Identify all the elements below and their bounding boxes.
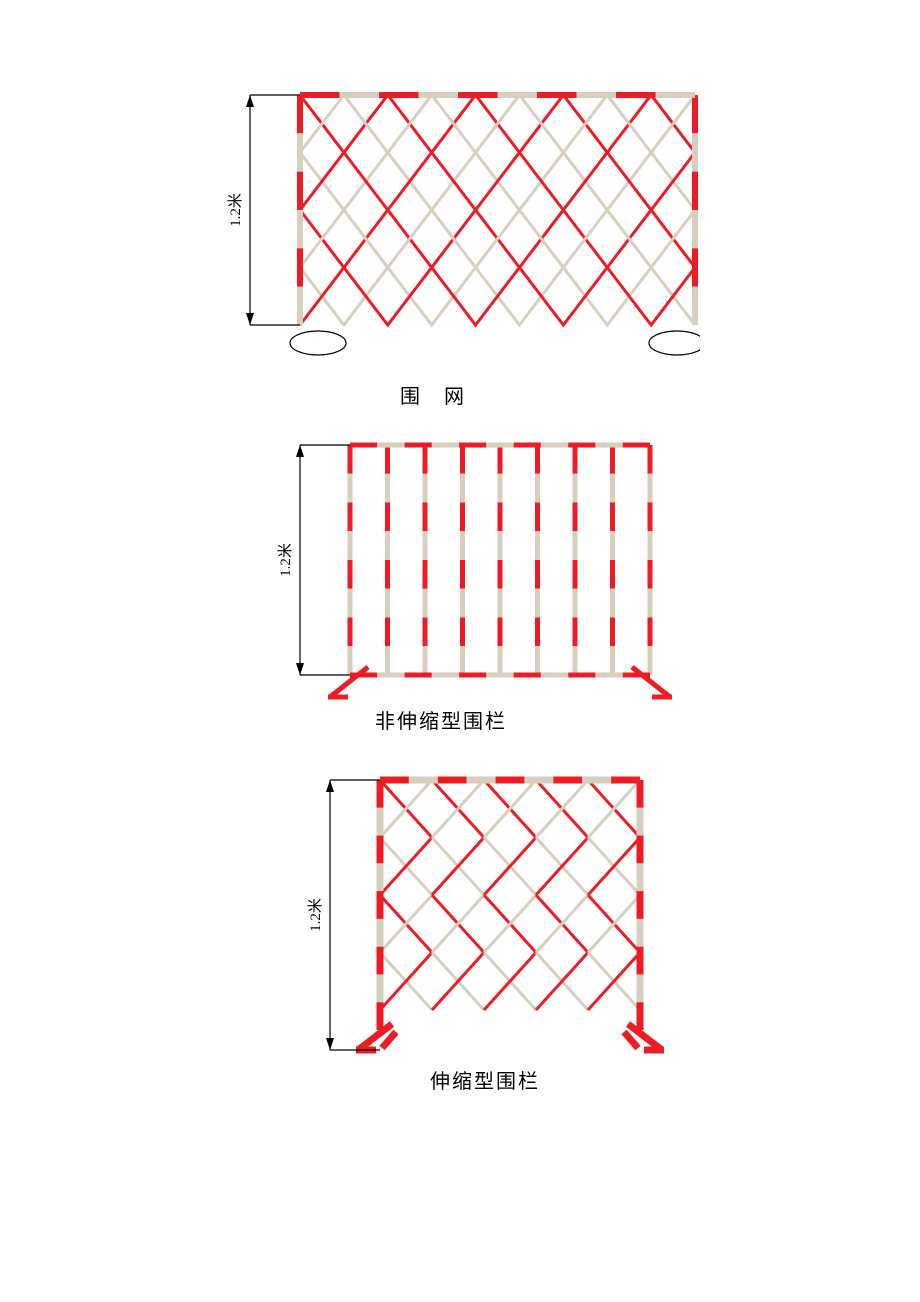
caption-non-expandable: 非伸缩型围栏 <box>375 705 507 734</box>
caption-fence-net: 围 网 <box>400 380 466 409</box>
page: 1.2米 围 网 1.2米 非伸缩型围栏 1.2米 伸缩型围栏 <box>0 0 920 1302</box>
svg-text:1.2米: 1.2米 <box>307 898 324 932</box>
caption-expandable: 伸缩型围栏 <box>430 1065 540 1094</box>
fig-non-expandable: 1.2米 <box>250 430 680 710</box>
fig-fence-net: 1.2米 <box>200 80 700 370</box>
svg-text:1.2米: 1.2米 <box>227 193 244 227</box>
svg-text:1.2米: 1.2米 <box>277 543 294 577</box>
fig-expandable: 1.2米 <box>275 765 695 1085</box>
